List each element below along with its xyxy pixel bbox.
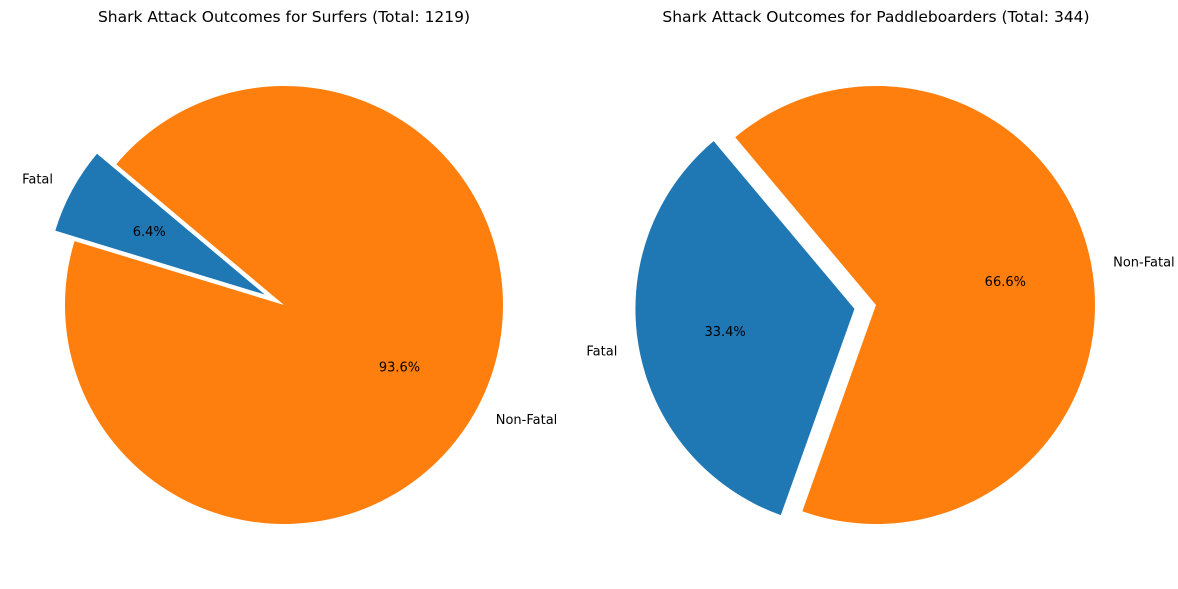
paddleboarders-slice-non-fatal [735,85,1095,524]
surfers-category-label-fatal: Fatal [22,173,53,188]
surfers-pie-labels: Fatal 6.4% Non-Fatal 93.6% [22,173,557,428]
paddleboarders-pie-labels: Fatal 33.4% Non-Fatal 66.6% [586,255,1174,359]
paddleboarders-category-label-non-fatal: Non-Fatal [1113,255,1175,270]
paddleboarders-percent-label-fatal: 33.4% [704,325,745,340]
surfers-pie-chart: Shark Attack Outcomes for Surfers (Total… [22,8,557,524]
surfers-chart-title: Shark Attack Outcomes for Surfers (Total… [98,8,470,26]
paddleboarders-category-label-fatal: Fatal [586,344,617,359]
paddleboarders-percent-label-non-fatal: 66.6% [985,275,1026,290]
surfers-percent-label-non-fatal: 93.6% [379,361,420,376]
surfers-slice-fatal [55,153,265,295]
surfers-percent-label-fatal: 6.4% [133,225,166,240]
paddleboarders-pie-chart: Shark Attack Outcomes for Paddleboarders… [586,8,1175,524]
surfers-category-label-non-fatal: Non-Fatal [496,413,558,428]
surfers-pie-slices [55,85,504,524]
surfers-slice-non-fatal [65,85,504,524]
paddleboarders-pie-slices [635,85,1095,524]
paddleboarders-chart-title: Shark Attack Outcomes for Paddleboarders… [662,8,1089,26]
paddleboarders-slice-fatal [635,141,855,516]
